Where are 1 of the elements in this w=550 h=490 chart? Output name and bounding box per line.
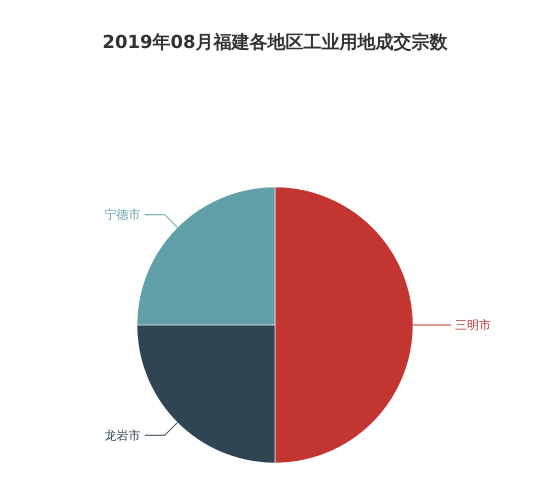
- title: 2019年08月福建各地区工业用地成交宗数: [102, 32, 448, 53]
